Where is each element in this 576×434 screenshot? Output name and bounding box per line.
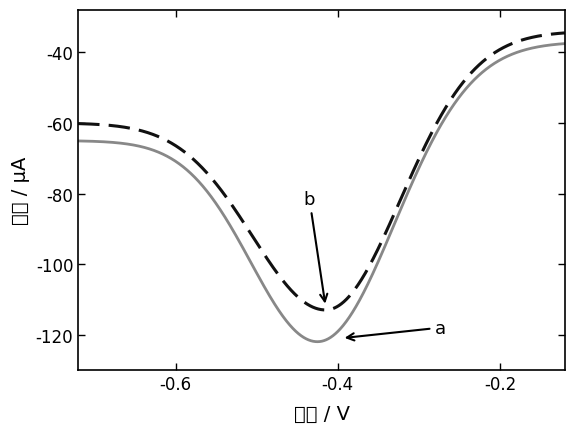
Y-axis label: 电流 / μA: 电流 / μA bbox=[11, 157, 30, 225]
Text: b: b bbox=[304, 190, 327, 302]
X-axis label: 电压 / V: 电压 / V bbox=[294, 404, 350, 423]
Text: a: a bbox=[347, 319, 446, 341]
